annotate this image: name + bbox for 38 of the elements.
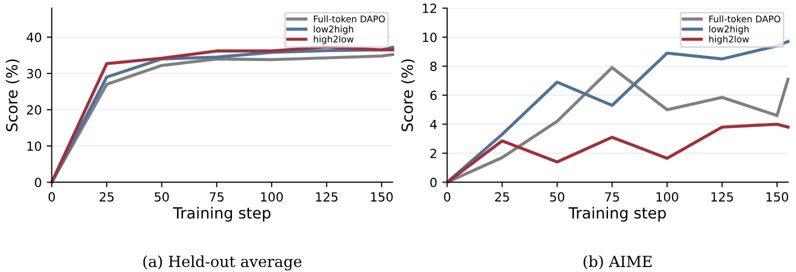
y-tick-label: 30: [27, 68, 42, 78]
y-tick-label: 2: [430, 148, 436, 158]
legend-label: Full-token DAPO: [709, 15, 780, 22]
x-tick-label: 150: [371, 192, 393, 202]
x-axis-title: Training step: [173, 206, 270, 222]
y-tick-label: 0: [430, 178, 437, 188]
x-tick-label: 0: [48, 192, 55, 202]
legend-label: low2high: [709, 25, 749, 34]
x-axis-title: Training step: [568, 206, 666, 222]
x-tick-label: 75: [605, 192, 619, 202]
x-tick-label: 25: [100, 192, 114, 202]
y-tick-label: 20: [27, 105, 42, 115]
x-tick-label: 75: [210, 192, 224, 202]
y-tick-label: 10: [422, 32, 437, 42]
x-tick-label: 0: [444, 192, 450, 202]
legend-label: low2high: [314, 25, 354, 34]
x-tick-label: 100: [656, 192, 678, 202]
y-tick-label: 4: [430, 120, 437, 129]
legend-label: high2low: [314, 36, 354, 44]
y-tick-label: 8: [430, 62, 437, 72]
x-tick-label: 50: [154, 192, 169, 202]
x-tick-label: 125: [712, 192, 733, 202]
y-tick-label: 40: [26, 32, 42, 42]
text: (b) AIME: [584, 255, 652, 270]
y-axis-title: Score (%): [6, 59, 20, 132]
x-tick-label: 125: [316, 192, 338, 202]
x-tick-label: 50: [550, 192, 564, 202]
x-tick-label: 100: [261, 192, 283, 202]
y-axis-title: Score (%): [401, 59, 415, 132]
y-tick-label: 10: [27, 141, 42, 151]
legend-label: high2low: [709, 36, 749, 44]
x-tick-label: 150: [766, 192, 788, 202]
x-tick-label: 25: [495, 192, 509, 202]
text: (a) Held-out average: [143, 255, 302, 270]
y-tick-label: 12: [422, 4, 436, 13]
legend-label: Full-token DAPO: [314, 15, 385, 22]
y-tick-label: 6: [430, 90, 437, 100]
y-tick-label: 0: [34, 178, 42, 188]
